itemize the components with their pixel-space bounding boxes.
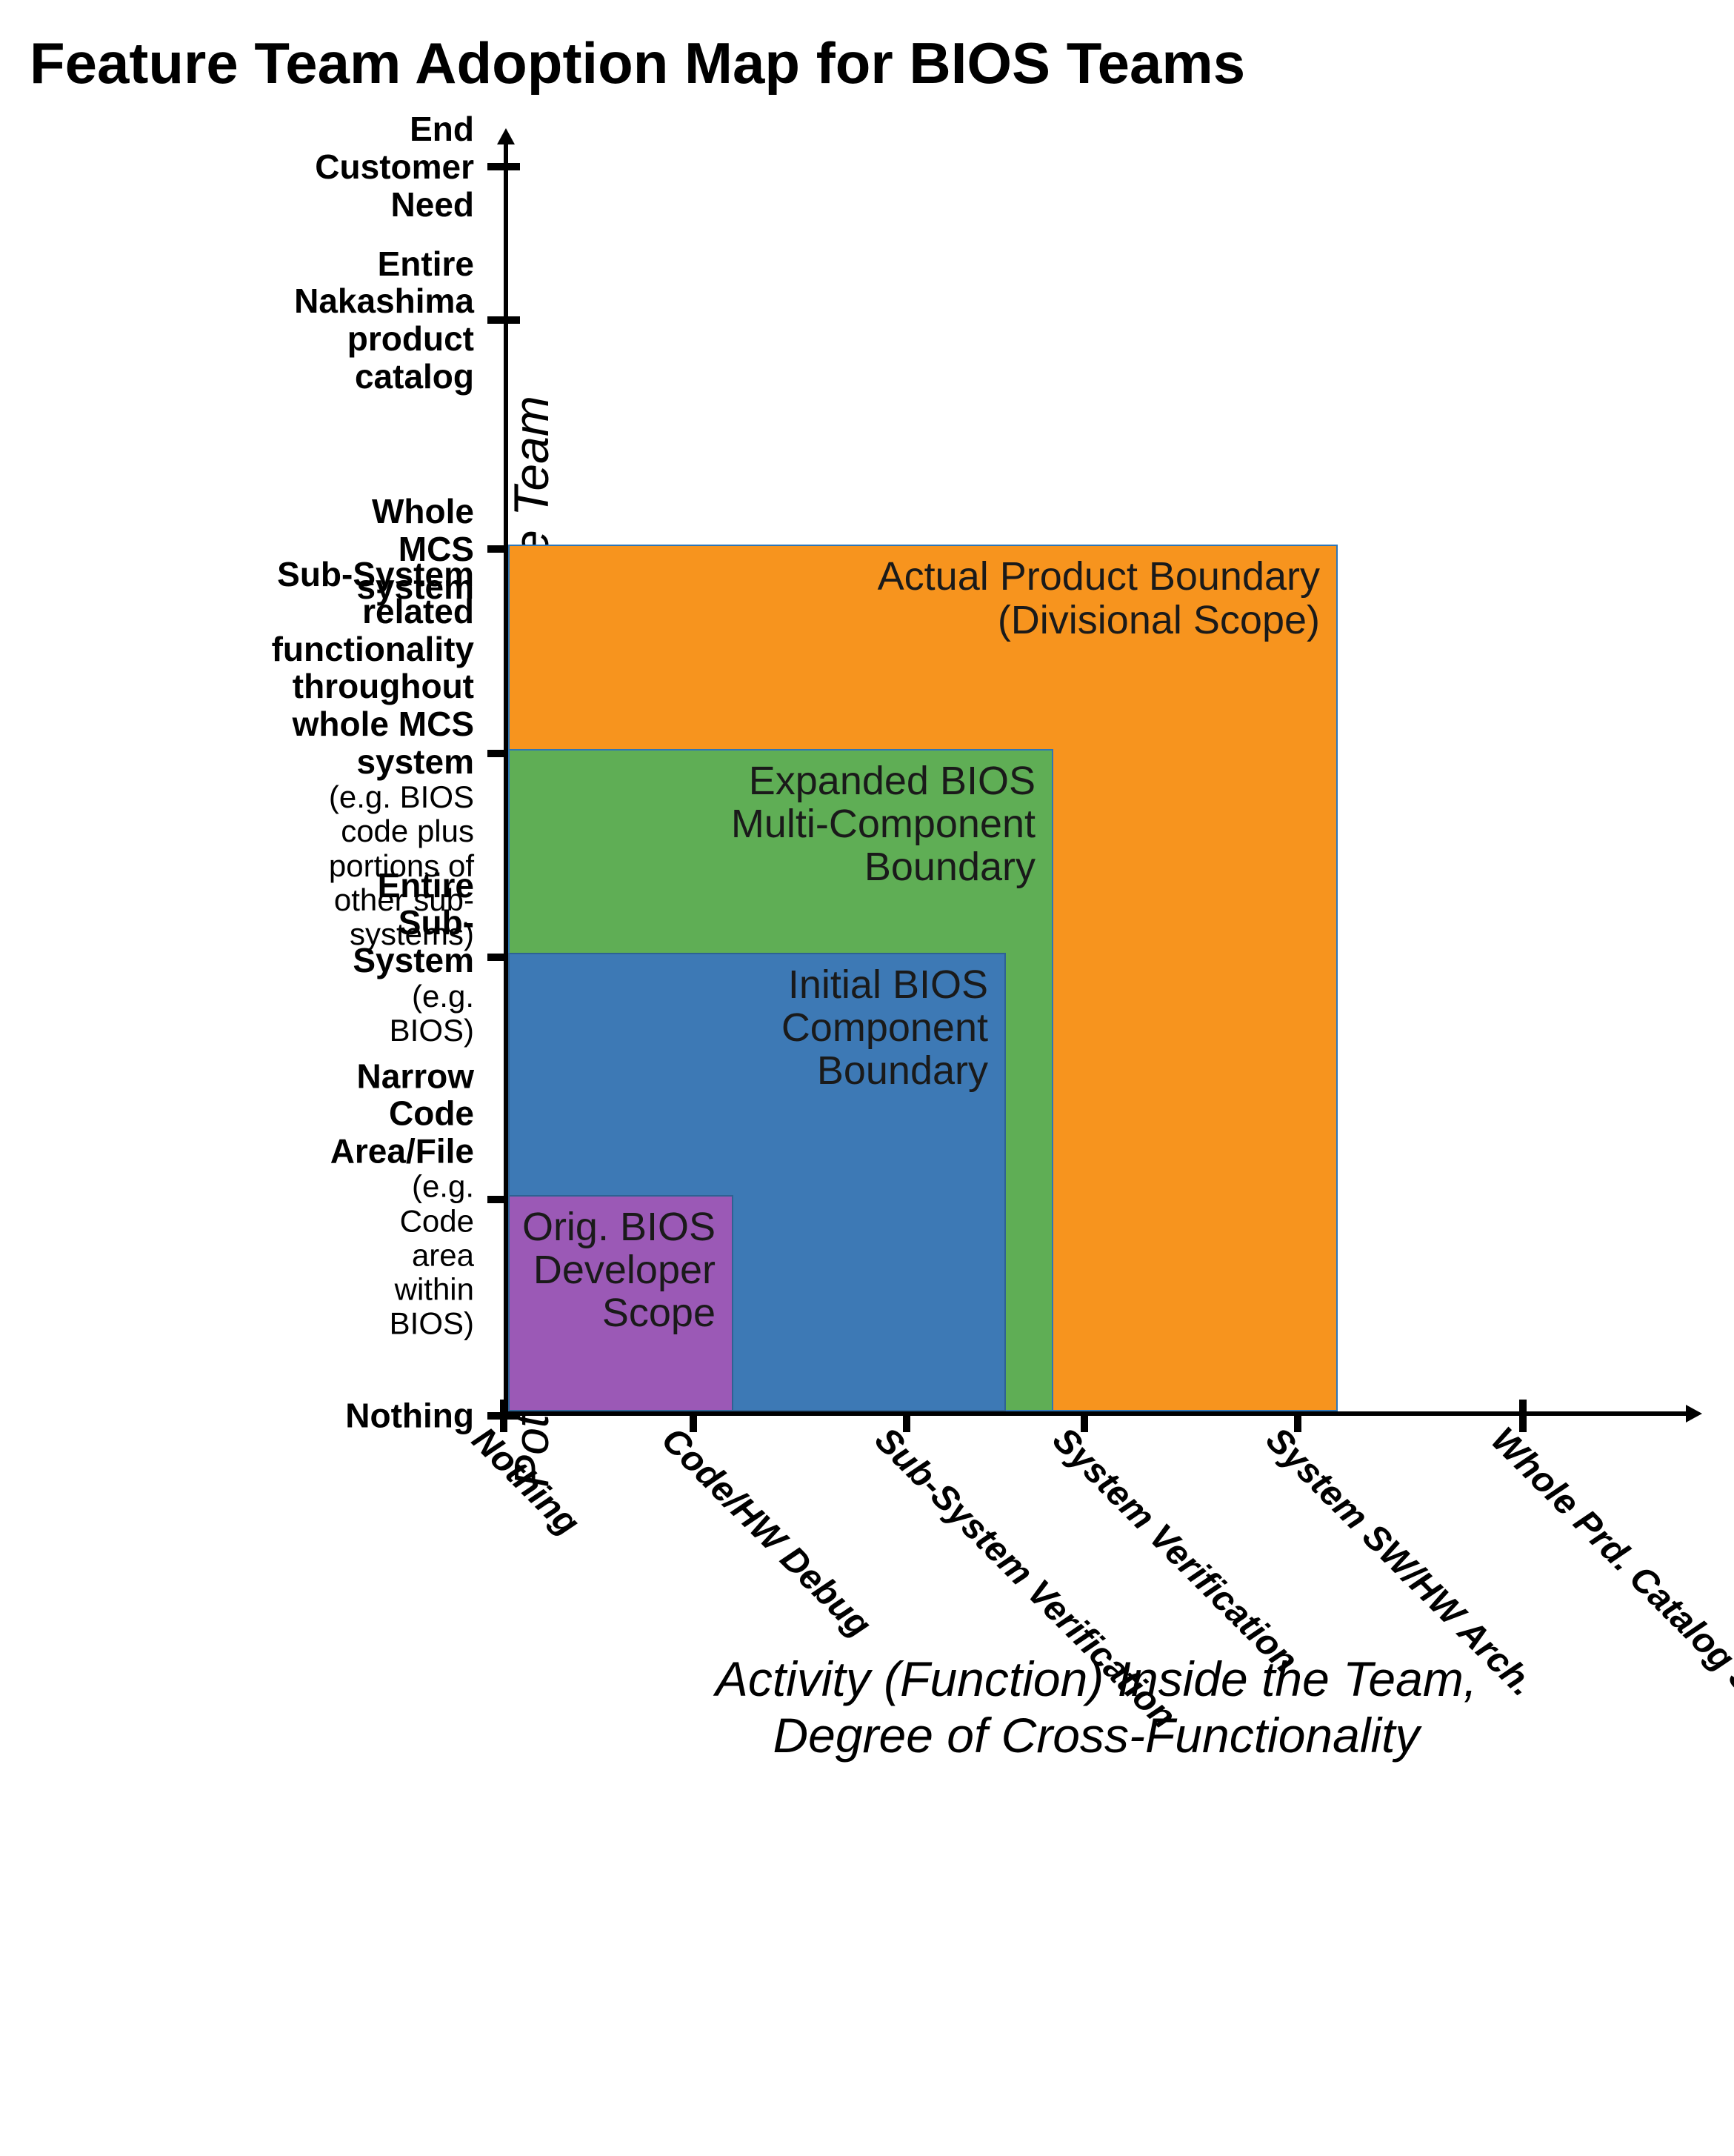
y-axis-arrow-icon (497, 128, 515, 144)
expanded-bios-boundary-label: Expanded BIOSMulti-ComponentBoundary (731, 759, 1036, 889)
x-axis-label-line2: Degree of Cross-Functionality (773, 1708, 1419, 1763)
y-tick-label: Whole MCS system (356, 493, 474, 606)
adoption-map-chart: Feature Team Adoption Map for BIOS Teams… (30, 30, 1704, 1757)
x-tick-label: Code/HW Debug (653, 1420, 879, 1646)
x-tick (500, 1400, 507, 1432)
y-tick-label: Sub-System related functionality through… (272, 555, 474, 951)
initial-bios-boundary-label: Initial BIOSComponentBoundary (781, 963, 988, 1093)
x-tick (1519, 1400, 1527, 1432)
actual-product-boundary-label: Actual Product Boundary(Divisional Scope… (878, 555, 1320, 642)
x-axis-line (504, 1411, 1689, 1416)
x-axis-arrow-icon (1686, 1405, 1702, 1423)
y-tick (487, 163, 520, 170)
plot-region: Actual Product Boundary(Divisional Scope… (504, 142, 1689, 1416)
plot-area: Potential Technology Work Scope Inside t… (30, 127, 1704, 1757)
y-tick-label: End Customer Need (315, 111, 474, 224)
x-axis-label-line1: Activity (Function) Inside the Team, (716, 1651, 1477, 1706)
y-tick-label: Entire Nakashima product catalog (294, 245, 474, 395)
x-axis-label: Activity (Function) Inside the Team, Deg… (504, 1651, 1689, 1764)
y-tick-label: Nothing (345, 1397, 474, 1435)
y-tick-label: Narrow Code Area/File(e.g. Code area wit… (330, 1057, 474, 1341)
y-tick (487, 316, 520, 324)
orig-bios-dev-scope: Orig. BIOSDeveloperScope (508, 1195, 733, 1411)
orig-bios-dev-scope-label: Orig. BIOSDeveloperScope (522, 1205, 716, 1335)
chart-title: Feature Team Adoption Map for BIOS Teams (30, 30, 1704, 97)
